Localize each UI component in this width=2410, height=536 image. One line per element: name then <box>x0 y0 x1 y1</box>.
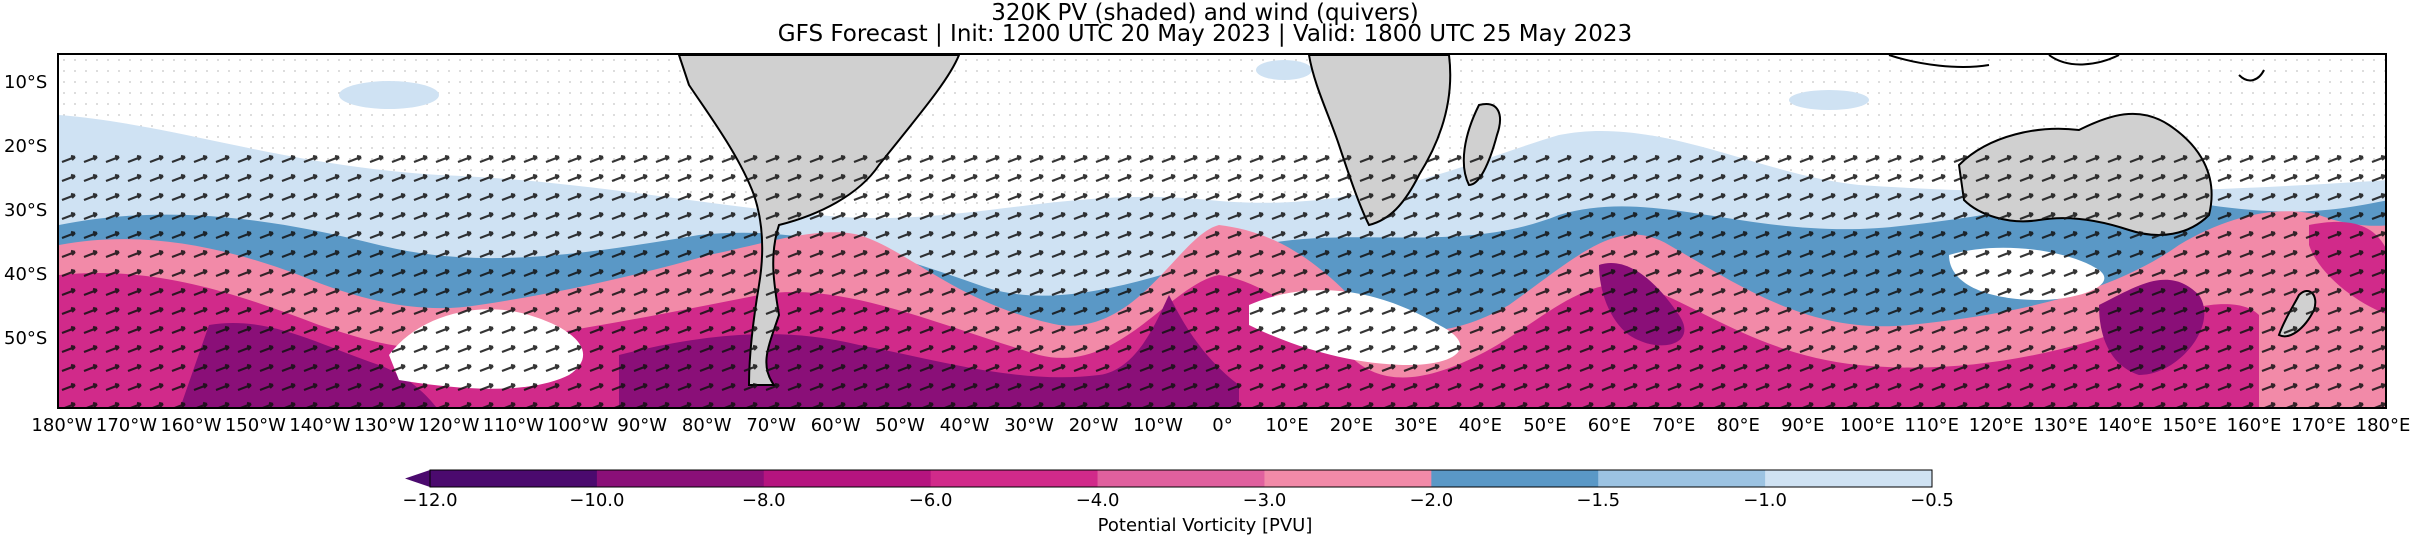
lon-label: 60°E <box>1587 415 1631 436</box>
lon-label: 100°E <box>1839 415 1895 436</box>
colorbar-tick-label: −2.0 <box>1409 490 1454 511</box>
lat-label: 30°S <box>4 200 48 221</box>
colorbar-title: Potential Vorticity [PVU] <box>1097 515 1313 536</box>
lon-label: 70°E <box>1652 415 1696 436</box>
colorbar-segment <box>1264 470 1432 487</box>
lon-label: 50°W <box>875 415 925 436</box>
colorbar-tick-label: −6.0 <box>908 490 953 511</box>
lon-label: 10°E <box>1265 415 1309 436</box>
lat-label: 10°S <box>4 72 48 93</box>
lon-label: 130°E <box>2033 415 2088 436</box>
colorbar-segment <box>930 470 1099 487</box>
lon-label: 170°E <box>2291 415 2346 436</box>
lat-label: 40°S <box>4 264 48 285</box>
colorbar-segment <box>596 470 765 487</box>
lon-label: 140°E <box>2097 415 2153 436</box>
colorbar-tick-label: −8.0 <box>741 490 786 511</box>
lon-label: 30°W <box>1004 415 1054 436</box>
lon-label: 20°W <box>1068 415 1119 436</box>
lon-label: 100°W <box>547 415 609 436</box>
lon-label: 70°W <box>746 415 797 436</box>
lon-label: 90°E <box>1781 415 1825 436</box>
colorbar-segment <box>763 470 932 487</box>
colorbar-outline <box>429 469 1933 488</box>
lon-label: 40°W <box>939 415 990 436</box>
colorbar-tick-label: −10.0 <box>569 490 625 511</box>
colorbar-tick-label: −4.0 <box>1075 490 1120 511</box>
lon-label: 30°E <box>1394 415 1438 436</box>
lon-label: 170°W <box>95 415 158 436</box>
colorbar-segment <box>1598 470 1766 487</box>
colorbar-tick-label: −1.0 <box>1743 490 1787 511</box>
colorbar <box>405 469 1933 488</box>
lon-label: 160°W <box>160 415 222 436</box>
lon-label: 80°W <box>681 415 732 436</box>
colorbar-tick-label: −3.0 <box>1242 490 1287 511</box>
indonesia-coast <box>1888 55 2265 82</box>
lon-label: 160°E <box>2226 415 2282 436</box>
lon-label: 180°W <box>31 415 93 436</box>
lon-label: 10°W <box>1133 415 1183 436</box>
lon-label: 20°E <box>1329 415 1374 436</box>
lon-label: 0° <box>1212 415 1233 436</box>
colorbar-segment <box>1765 470 1933 487</box>
colorbar-tick-label: −12.0 <box>402 490 458 511</box>
colorbar-segment <box>1097 470 1265 487</box>
lon-label: 150°W <box>224 415 286 436</box>
lon-label: 150°E <box>2162 415 2217 436</box>
map-panel <box>57 53 2387 409</box>
colorbar-segment <box>430 470 598 487</box>
lon-label: 140°W <box>289 415 351 436</box>
lon-label: 120°E <box>1968 415 2024 436</box>
lat-label: 20°S <box>4 136 48 157</box>
map-subtitle: GFS Forecast | Init: 1200 UTC 20 May 202… <box>777 21 1633 47</box>
lon-label: 60°W <box>810 415 861 436</box>
colorbar-segment <box>1431 470 1599 487</box>
lon-label: 50°E <box>1523 415 1567 436</box>
lon-label: 40°E <box>1458 415 1503 436</box>
wind-quivers <box>59 155 2385 407</box>
colorbar-extend-arrow <box>405 470 430 487</box>
lon-label: 110°E <box>1904 415 1960 436</box>
pv-map <box>59 55 2385 407</box>
colorbar-tick-label: −0.5 <box>1910 490 1954 511</box>
map-title: 320K PV (shaded) and wind (quivers) <box>991 0 1419 26</box>
colorbar-tick-label: −1.5 <box>1576 490 1621 511</box>
lon-label: 80°E <box>1716 415 1760 436</box>
lon-label: 180°E <box>2355 415 2410 436</box>
lon-label: 110°W <box>482 415 544 436</box>
lon-label: 90°W <box>617 415 668 436</box>
lat-label: 50°S <box>4 328 48 349</box>
lon-label: 120°W <box>418 415 480 436</box>
lon-label: 130°W <box>353 415 415 436</box>
